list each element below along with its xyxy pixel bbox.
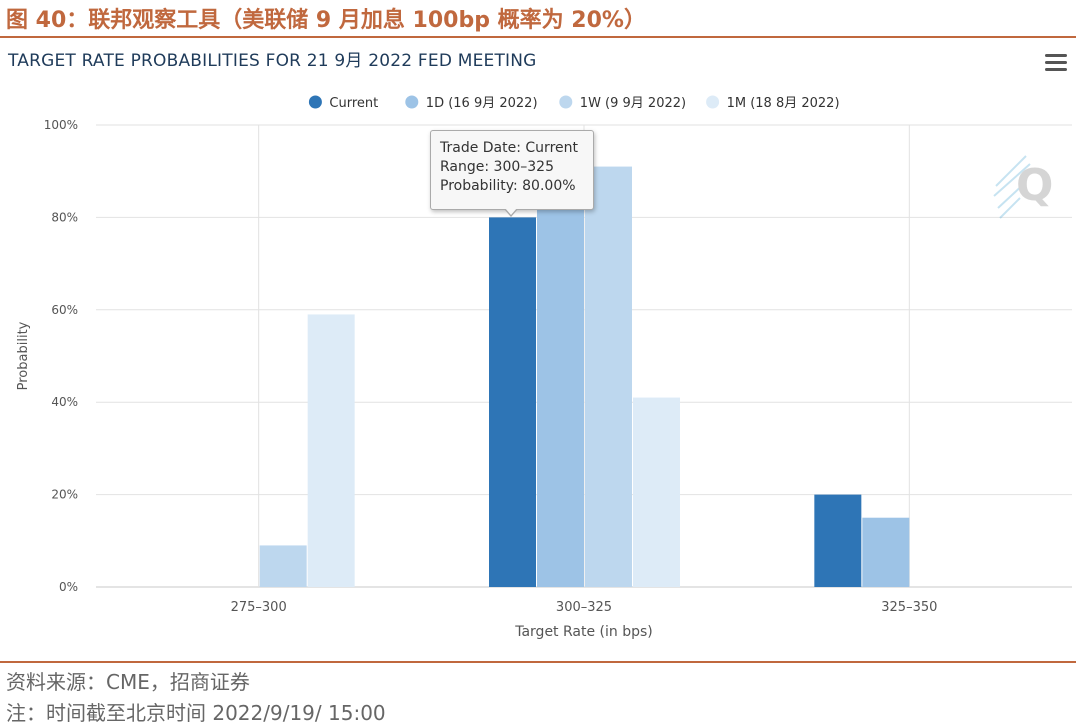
svg-text:Q: Q xyxy=(1016,160,1053,211)
bar xyxy=(585,166,632,587)
legend-label: 1M (18 8月 2022) xyxy=(727,96,840,111)
figure-title: 图 40：联邦观察工具（美联储 9 月加息 100bp 概率为 20%） xyxy=(6,8,646,33)
bar xyxy=(307,314,355,587)
tooltip-range: Range: 300–325 xyxy=(440,159,554,175)
legend-label: 1D (16 9月 2022) xyxy=(426,96,538,111)
tooltip-trade-date: Trade Date: Current xyxy=(440,140,578,156)
tooltip-probability: Probability: 80.00% xyxy=(440,178,576,194)
legend-marker xyxy=(706,95,720,109)
bar xyxy=(633,397,680,587)
bar-chart: 0% 20% 40% 60% 80% 100% 275–300 300–325 325–350 T… xyxy=(16,95,1072,640)
chart-title: TARGET RATE PROBABILITIES FOR 21 9月 2022… xyxy=(8,51,537,71)
y-tick-label: 0% xyxy=(59,580,78,594)
source-note: 资料来源：CME，招商证券 xyxy=(6,670,250,694)
legend-label: 1W (9 9月 2022) xyxy=(580,96,686,111)
menu-icon[interactable] xyxy=(1045,54,1067,74)
time-note: 注：时间截至北京时间 2022/9/19/ 15:00 xyxy=(6,701,386,725)
bar xyxy=(489,217,536,587)
legend-marker xyxy=(405,95,419,109)
x-tick-label: 325–350 xyxy=(881,600,937,615)
y-tick-label: 20% xyxy=(51,488,78,502)
menu-icon-bar xyxy=(1045,68,1067,71)
bar xyxy=(259,545,307,587)
bar-tooltip: Trade Date: Current Range: 300–325 Proba… xyxy=(430,130,594,210)
y-tick-label: 60% xyxy=(51,303,78,317)
legend-label: Current xyxy=(329,96,378,111)
menu-icon-bar xyxy=(1045,61,1067,64)
menu-icon-bar xyxy=(1045,54,1067,57)
bar xyxy=(862,517,910,587)
legend-marker xyxy=(308,95,322,109)
bar xyxy=(814,494,862,587)
bar xyxy=(537,189,584,587)
legend-marker xyxy=(559,95,573,109)
x-tick-label: 300–325 xyxy=(556,600,612,615)
x-tick-label: 275–300 xyxy=(231,600,287,615)
y-axis-title: Probability xyxy=(16,321,31,390)
tooltip-pointer-fill xyxy=(505,208,517,215)
x-axis-title: Target Rate (in bps) xyxy=(514,624,653,640)
bottom-divider xyxy=(0,661,1076,663)
y-tick-label: 80% xyxy=(51,210,78,224)
watermark-logo-icon: Q xyxy=(993,155,1053,219)
top-divider xyxy=(0,36,1076,38)
y-tick-label: 40% xyxy=(51,395,78,409)
y-tick-label: 100% xyxy=(44,118,78,132)
